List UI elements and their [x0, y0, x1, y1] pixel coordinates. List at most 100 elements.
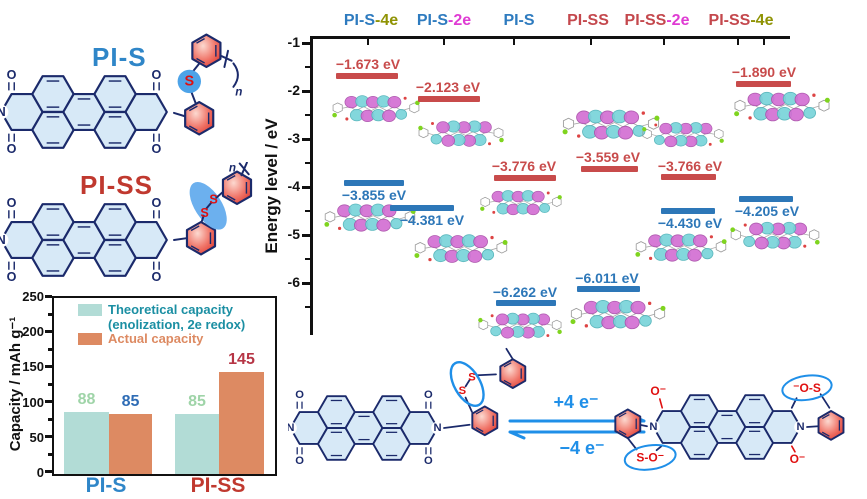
energy-level-bar [736, 81, 791, 87]
header-prefix: PI-S [503, 12, 535, 29]
energy-level-bar [344, 180, 404, 186]
energy-value-label: −3.855 eV [341, 187, 407, 203]
y-tick-label: -3 [287, 130, 300, 146]
molecular-orbital-image [476, 305, 564, 347]
bar-pi-ss-actual: 145 [219, 351, 264, 474]
top-axis-tick [590, 38, 592, 45]
oxygen-label: O [424, 389, 433, 401]
capacity-axis-minor-tick [48, 313, 52, 316]
capacity-axis-minor-tick [48, 418, 52, 421]
capacity-tick-label: 250 [22, 289, 44, 304]
phenyl-ring [499, 358, 527, 389]
oxygen-label: O [7, 196, 17, 210]
energy-level-bar [418, 96, 480, 102]
bar-value-label: 88 [77, 391, 96, 409]
perylene-core [1, 204, 167, 276]
energy-level-bar [390, 205, 454, 211]
y-tick-label: -5 [287, 226, 300, 242]
header-suffix: -2e [666, 12, 690, 29]
column-header-pi-s-2e: PI-S-2e [417, 12, 471, 30]
backward-electrons-label: −4 e⁻ [559, 438, 605, 458]
energy-level-bar [739, 196, 793, 202]
phenyl-ring [471, 405, 499, 437]
top-axis-tick [763, 38, 765, 45]
energy-value-label: −6.262 eV [492, 284, 558, 300]
perylene-core [1, 76, 167, 148]
pi-ss-molecule: O O O O N S S n [0, 162, 253, 284]
y-tick-label: -4 [287, 178, 300, 194]
y-axis-tick [302, 138, 310, 141]
energy-value-label: −3.766 eV [657, 158, 723, 174]
capacity-tick-label: 0 [36, 465, 44, 480]
capacity-axis-tick [45, 330, 52, 333]
y-tick-label: -1 [287, 34, 300, 50]
y-axis-minor-tick [305, 162, 310, 164]
legend-label-theoretical: Theoretical capacity [108, 302, 233, 317]
column-header-pi-s-4e: PI-S-4e [344, 12, 398, 30]
legend-swatch-actual [78, 333, 102, 345]
top-axis-tick [513, 38, 515, 45]
y-axis-minor-tick [305, 210, 310, 212]
enolate-oxygen-label: O⁻ [790, 452, 806, 466]
bar-pi-s-theoretical: 88 [64, 391, 109, 474]
bar-value-label: 85 [188, 393, 206, 411]
energy-level-bar [496, 300, 556, 306]
oxygen-label: O [424, 455, 433, 467]
oxygen-label: O [295, 389, 304, 401]
product-molecule: N N O⁻ O⁻ S-O⁻ ⁻O-S [614, 374, 845, 471]
energy-value-label: −4.430 eV [657, 215, 723, 231]
nitrogen-label: N [288, 422, 294, 434]
oxygen-label: O [152, 270, 162, 284]
disulfide-highlight-ellipse [449, 361, 485, 407]
y-axis-tick [302, 186, 310, 189]
bar-value-label: 85 [121, 393, 140, 411]
molecular-orbital-image [726, 86, 838, 128]
energy-value-label: −2.123 eV [415, 79, 481, 95]
oxygen-label: O [7, 270, 17, 284]
oxygen-label: O [152, 196, 162, 210]
perylene-core [653, 395, 800, 459]
phenyl-ring [221, 170, 253, 206]
legend-swatch-theoretical [78, 304, 102, 316]
molecular-orbital-image [632, 228, 730, 268]
capacity-axis-minor-tick [48, 383, 52, 386]
y-axis-tick [302, 90, 310, 93]
nitrogen-label: N [649, 421, 657, 433]
capacity-tick-label: 150 [22, 359, 44, 374]
y-axis-tick [302, 234, 310, 237]
oxygen-label: O [7, 142, 17, 156]
y-axis-minor-tick [305, 114, 310, 116]
reactant-molecule: O O O O N N S S [288, 347, 527, 467]
top-axis-tick [367, 38, 369, 45]
sulfur-label: S [459, 385, 467, 397]
capacity-axis-tick [45, 365, 52, 368]
capacity-tick-label: 100 [22, 395, 44, 410]
energy-value-label: −3.559 eV [575, 149, 641, 165]
sulfur-highlight-circle [177, 69, 201, 94]
header-suffix: -2e [448, 12, 472, 29]
capacity-tick-label: 50 [29, 430, 44, 445]
column-header-pi-ss: PI-SS [567, 12, 609, 30]
molecular-orbital-image [640, 112, 726, 158]
forward-electrons-label: +4 e⁻ [553, 392, 599, 412]
energy-value-label: −3.776 eV [491, 158, 557, 174]
top-axis-line [310, 36, 790, 39]
header-prefix: PI-SS [708, 12, 751, 29]
y-axis-tick [302, 282, 310, 285]
sulfur-label: S [209, 193, 217, 207]
capacity-plot-area: 88 85 85 145 [52, 296, 277, 476]
sulfur-label: S [184, 73, 194, 89]
column-header-pi-ss-2e: PI-SS-2e [625, 12, 690, 30]
molecular-orbital-image [568, 292, 668, 338]
phenyl-ring [184, 101, 215, 136]
pi-s-structure-title: PI-S [92, 42, 147, 72]
molecular-orbital-image [412, 228, 510, 270]
energy-level-bar [336, 73, 398, 79]
s-o-label: S-O⁻ [636, 450, 664, 464]
x-category-pi-s: PI-S [85, 474, 127, 497]
legend-label-theoretical-2: (enolization, 2e redox) [108, 317, 246, 332]
bar-value-label: 145 [228, 350, 255, 368]
molecular-orbital-image [416, 112, 506, 156]
header-suffix: -4e [750, 12, 774, 29]
